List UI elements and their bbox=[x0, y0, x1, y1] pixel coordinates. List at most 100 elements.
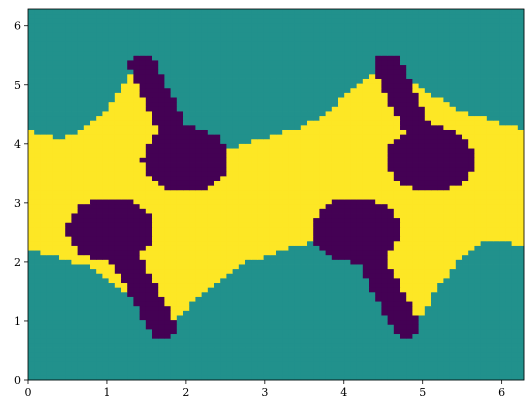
heatmap-cell bbox=[52, 240, 60, 246]
heatmap-cell bbox=[437, 129, 444, 135]
heatmap-cell bbox=[46, 240, 54, 246]
heatmap-cell bbox=[133, 166, 140, 172]
heatmap-cell bbox=[71, 250, 78, 256]
heatmap-cell bbox=[220, 301, 227, 307]
heatmap-cell bbox=[245, 217, 252, 223]
heatmap-cell bbox=[214, 199, 221, 205]
heatmap-cell bbox=[189, 120, 196, 126]
heatmap-cell bbox=[338, 245, 345, 251]
heatmap-cell bbox=[195, 240, 202, 246]
heatmap-cell bbox=[424, 92, 432, 98]
heatmap-cell bbox=[65, 282, 72, 288]
heatmap-cell bbox=[214, 282, 221, 288]
heatmap-cell bbox=[455, 231, 463, 237]
heatmap-cell bbox=[127, 333, 134, 339]
heatmap-cell bbox=[176, 124, 184, 130]
heatmap-cell bbox=[455, 268, 463, 274]
heatmap-cell bbox=[158, 124, 165, 130]
heatmap-cell bbox=[28, 148, 35, 154]
heatmap-cell bbox=[40, 97, 47, 103]
heatmap-cell bbox=[251, 148, 258, 154]
heatmap-cell bbox=[46, 185, 54, 191]
heatmap-cell bbox=[480, 175, 488, 181]
heatmap-cell bbox=[65, 199, 72, 205]
heatmap-cell bbox=[431, 305, 438, 311]
heatmap-cell bbox=[114, 338, 122, 344]
heatmap-cell bbox=[443, 92, 450, 98]
heatmap-cell bbox=[189, 134, 196, 140]
heatmap-cell bbox=[158, 152, 165, 158]
heatmap-cell bbox=[65, 338, 72, 344]
heatmap-cell bbox=[96, 217, 103, 223]
heatmap-cell bbox=[121, 106, 128, 112]
heatmap-cell bbox=[176, 152, 184, 158]
heatmap-cell bbox=[517, 157, 525, 163]
heatmap-cell bbox=[226, 185, 233, 191]
heatmap-cell bbox=[455, 305, 463, 311]
heatmap-cell bbox=[195, 217, 202, 223]
heatmap-cell bbox=[356, 356, 364, 362]
heatmap-cell bbox=[176, 245, 184, 251]
heatmap-cell bbox=[449, 366, 457, 372]
heatmap-cell bbox=[102, 162, 109, 168]
heatmap-cell bbox=[90, 120, 97, 126]
heatmap-cell bbox=[77, 162, 85, 168]
heatmap-cell bbox=[59, 115, 66, 121]
heatmap-cell bbox=[437, 245, 444, 251]
heatmap-cell bbox=[437, 231, 444, 237]
heatmap-cell bbox=[400, 106, 407, 112]
heatmap-cell bbox=[77, 185, 85, 191]
heatmap-cell bbox=[338, 129, 345, 135]
heatmap-cell bbox=[319, 226, 326, 232]
heatmap-cell bbox=[462, 352, 469, 358]
heatmap-cell bbox=[195, 375, 202, 381]
heatmap-cell bbox=[325, 120, 333, 126]
heatmap-cell bbox=[183, 162, 190, 168]
heatmap-cell bbox=[350, 97, 357, 103]
heatmap-cell bbox=[381, 129, 388, 135]
heatmap-cell bbox=[65, 324, 72, 330]
heatmap-cell bbox=[257, 282, 264, 288]
heatmap-cell bbox=[307, 370, 314, 376]
heatmap-cell bbox=[499, 328, 506, 335]
heatmap-cell bbox=[52, 254, 60, 260]
heatmap-cell bbox=[468, 97, 475, 103]
heatmap-cell bbox=[34, 189, 41, 195]
heatmap-cell bbox=[65, 268, 72, 274]
heatmap-cell bbox=[319, 347, 326, 353]
heatmap-cell bbox=[65, 328, 72, 335]
heatmap-cell bbox=[493, 347, 500, 353]
heatmap-cell bbox=[245, 328, 252, 335]
heatmap-cell bbox=[505, 301, 512, 307]
heatmap-cell bbox=[214, 273, 221, 279]
heatmap-cell bbox=[369, 129, 376, 135]
heatmap-cell bbox=[83, 291, 91, 297]
heatmap-cell bbox=[400, 129, 407, 135]
heatmap-cell bbox=[499, 101, 506, 107]
heatmap-cell bbox=[400, 148, 407, 154]
heatmap-cell bbox=[437, 101, 444, 107]
heatmap-cell bbox=[139, 333, 147, 339]
heatmap-cell bbox=[431, 259, 438, 265]
heatmap-cell bbox=[226, 375, 233, 381]
heatmap-cell bbox=[511, 208, 519, 214]
heatmap-cell bbox=[152, 356, 159, 362]
heatmap-cell bbox=[133, 194, 140, 200]
heatmap-cell bbox=[108, 129, 116, 135]
heatmap-cell bbox=[83, 375, 91, 381]
heatmap-cell bbox=[195, 296, 202, 302]
heatmap-cell bbox=[71, 328, 78, 335]
heatmap-cell bbox=[127, 111, 134, 117]
heatmap-cell bbox=[257, 143, 264, 149]
heatmap-cell bbox=[480, 277, 488, 284]
heatmap-cell bbox=[344, 342, 351, 348]
heatmap-cell bbox=[319, 250, 326, 256]
heatmap-cell bbox=[83, 315, 91, 321]
heatmap-cell bbox=[226, 180, 233, 186]
heatmap-cell bbox=[344, 352, 351, 358]
heatmap-cell bbox=[393, 356, 401, 362]
heatmap-cell bbox=[170, 101, 178, 107]
heatmap-cell bbox=[127, 254, 134, 260]
heatmap-cell bbox=[28, 277, 35, 284]
heatmap-cell bbox=[387, 333, 395, 339]
